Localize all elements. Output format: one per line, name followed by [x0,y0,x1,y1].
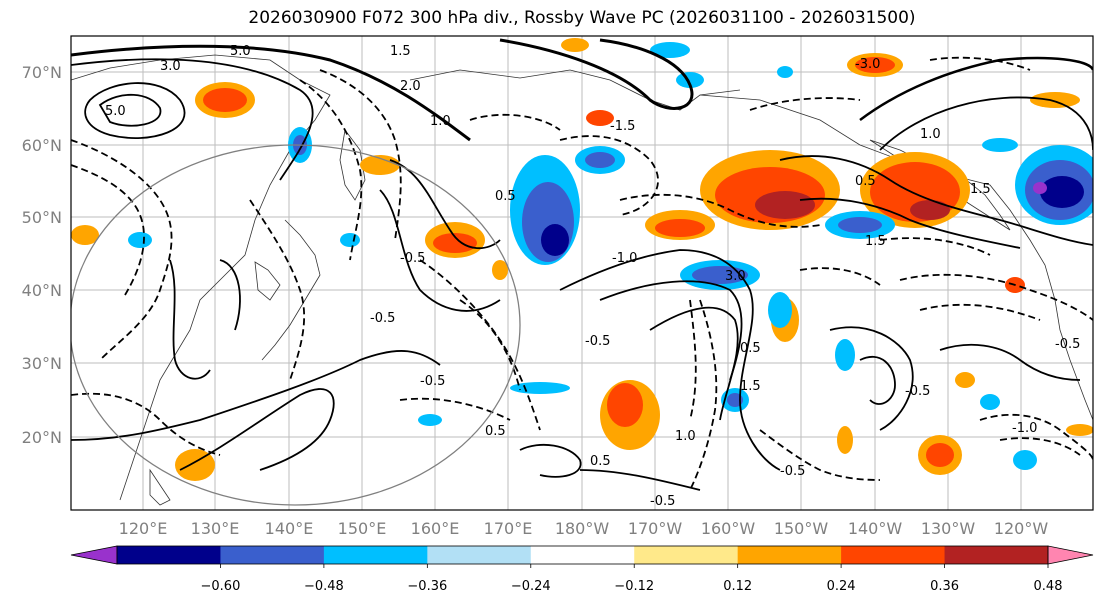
contour-label: 5.0 [230,44,251,59]
contour-label: 0.5 [485,424,506,439]
colorbar-tick-label: 0.24 [827,579,856,594]
contour-label: -0.5 [400,251,425,266]
contour-label: 0.5 [495,189,516,204]
colorbar-tick-label: 0.48 [1034,579,1063,594]
contour-label: -0.5 [585,334,610,349]
colorbar-tick-label: −0.60 [201,579,241,594]
contour-label: 0.5 [855,174,876,189]
longitude-labels: 120°E 130°E 140°E 150°E 160°E 170°E 180°W 170°W… [119,519,1049,538]
map-content: 3.0 5.0 1.5 2.0 1.0 0.5 -0.5 -1.0 -1.5 -… [71,36,1093,510]
contour-label: 1.0 [675,429,696,444]
colorbar-outline [116,545,1049,565]
latitude-label: 30°N [22,354,62,373]
longitude-label: 180°W [555,519,610,538]
map-frame [70,35,1094,511]
longitude-label: 130°E [191,519,240,538]
contour-label: -1.0 [1012,421,1037,436]
colorbar-segment [427,546,532,564]
colorbar-tick-label: −0.36 [407,579,447,594]
contour-labels: 3.0 5.0 1.5 2.0 1.0 0.5 -0.5 -1.0 -1.5 -… [105,44,1080,509]
longitude-label: 140°E [265,519,314,538]
colorbar-segment [841,546,946,564]
colorbar: −0.60 −0.48 −0.36 −0.24 −0.12 0.12 0.24 0.36 0.4… [70,545,1094,594]
contour-label: -1.5 [610,119,635,134]
contour-label: -0.5 [650,494,675,509]
latitude-label: 40°N [22,281,62,300]
contour-label: -0.5 [370,311,395,326]
contour-label: -3.0 [855,57,880,72]
longitude-label: 140°W [848,519,903,538]
colorbar-tick-label: 0.12 [723,579,752,594]
contour-label: 3.0 [160,59,181,74]
contour-label: 1.5 [970,182,991,197]
contour-label: -0.5 [905,384,930,399]
colorbar-extend-high [1047,545,1094,565]
longitude-label: 150°W [774,519,829,538]
latitude-label: 50°N [22,208,62,227]
longitude-label: 170°W [628,519,683,538]
contour-label: -0.5 [780,464,805,479]
longitude-label: 150°E [338,519,387,538]
colorbar-tick-label: −0.24 [511,579,551,594]
longitude-label: 160°E [411,519,460,538]
contour-label: 1.5 [390,44,411,59]
contour-label: 3.0 [725,269,746,284]
longitude-label: 130°W [921,519,976,538]
great-circle-outline [71,144,521,506]
contour-label: -0.5 [1055,337,1080,352]
longitude-label: 120°W [994,519,1049,538]
colorbar-segment [634,546,739,564]
colorbar-extend-low [70,545,118,565]
contour-label: 1.0 [920,127,941,142]
coastlines [71,54,1093,506]
contour-label: 1.0 [430,114,451,129]
divergence-shading [71,38,1093,481]
colorbar-segment [944,546,1049,564]
contour-label: 5.0 [105,104,126,119]
contour-label: 2.0 [400,79,421,94]
latitude-label: 20°N [22,428,62,447]
longitude-label: 160°W [701,519,756,538]
contour-label: 0.5 [590,454,611,469]
dashed-contours [71,56,1093,491]
solid-contours [71,38,1093,491]
colorbar-segment [530,546,635,564]
colorbar-segment [117,546,221,564]
contour-label: 1.5 [865,234,886,249]
colorbar-segment [323,546,428,564]
colorbar-tick-label: −0.12 [614,579,654,594]
contour-label: -1.0 [612,251,637,266]
latitude-label: 60°N [22,136,62,155]
colorbar-segment [737,546,842,564]
colorbar-segment [220,546,325,564]
contour-label: 1.5 [740,379,761,394]
colorbar-tick-label: −0.48 [304,579,344,594]
longitude-label: 120°E [119,519,168,538]
contour-label: -0.5 [420,374,445,389]
contour-label: 0.5 [740,341,761,356]
longitude-label: 170°E [484,519,533,538]
latitude-labels: 70°N 60°N 50°N 40°N 30°N 20°N [22,63,62,447]
colorbar-tick-label: 0.36 [930,579,959,594]
figure-title: 2026030900 F072 300 hPa div., Rossby Wav… [248,8,916,28]
latitude-label: 70°N [22,63,62,82]
